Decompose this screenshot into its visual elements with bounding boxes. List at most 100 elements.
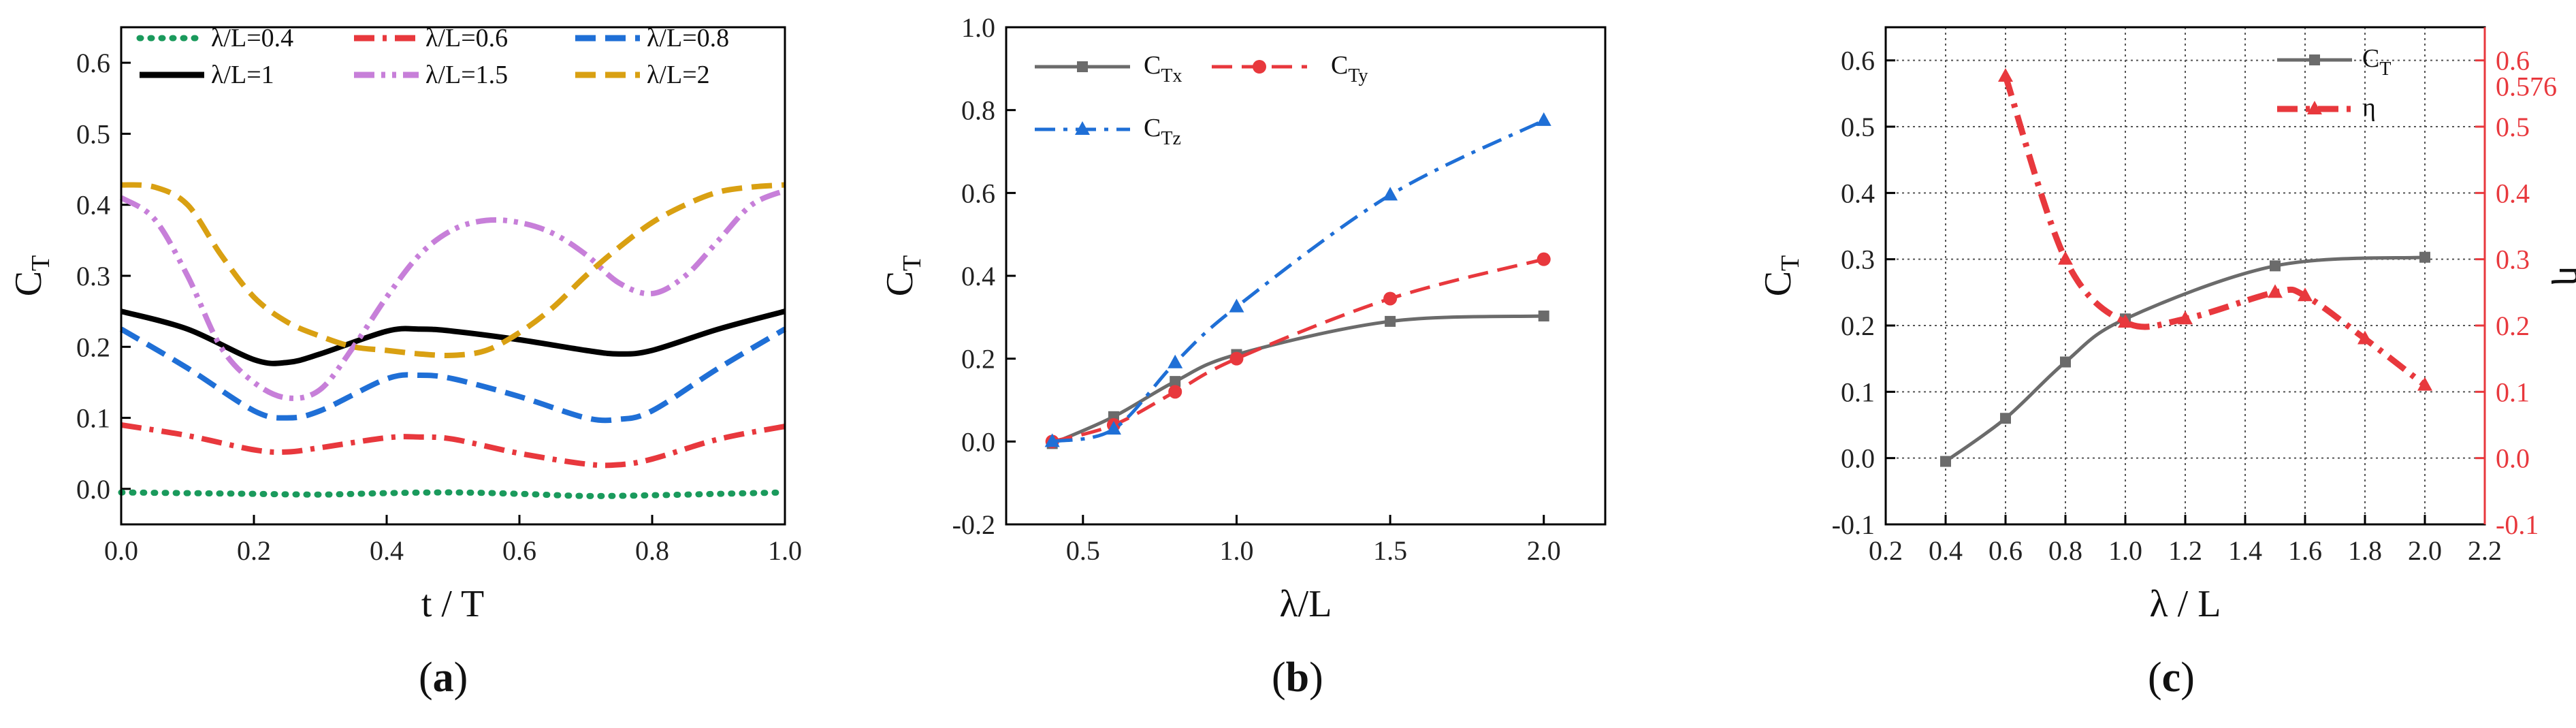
panel-b-series-2-point-0 [1044,433,1060,447]
panel-c-series-1-point-0 [1998,68,2013,82]
panel-b-ticks: 0.5 1.0 1.5 2.0 -0.2 0.0 0.2 0.4 0.6 0.8 1.0 [952,12,1561,566]
panel-a-xtick-label-1: 0.2 [237,535,271,566]
panel-c-series-1-point-5 [2298,287,2313,302]
panel-c-ytick-label-3: 0.2 [1841,311,1875,341]
panel-b-series-2-point-1 [1106,421,1121,435]
panel-b-y-axis-label: CT [879,255,927,297]
panel-c-series: 0.576 CT η [1940,44,2557,467]
panel-a-xtick-label-5: 1.0 [768,535,802,566]
panel-c-y2tick-label-0: -0.1 [2496,509,2539,540]
panel-c-y-axis-label: CT [1757,255,1805,297]
panel-a-grid-and-ticks: 0.0 0.2 0.4 0.6 0.8 1.0 0.0 0.1 0.2 0.3 0.4 0.5 0.6 [76,48,802,566]
panel-b-caption: (b) [1272,654,1323,701]
panel-c-xtick-label-9: 2.0 [2408,535,2442,566]
panel-c-x-axis-label: λ / L [2150,583,2221,625]
panel-b-legend-marker-1 [1253,60,1266,74]
panel-b-plot-frame [1005,26,1607,526]
panel-c-y2tick-label-6: 0.5 [2496,112,2530,142]
panel-c-plot-frame [1884,26,2486,526]
panel-a-xtick-label-2: 0.4 [370,535,404,566]
panel-b-legend-label-2: CTz [1144,114,1181,149]
panel-a-series-line-4 [119,188,786,401]
panel-c-series-0-point-1 [2000,413,2011,424]
panel-a-ytick-label-6: 0.6 [76,48,110,78]
panel-c-y2tick-label-4: 0.3 [2496,244,2530,275]
panel-a-series-line-3 [120,308,786,366]
panel-b-legend-marker-2 [1075,121,1090,135]
panel-a-caption: (a) [419,654,468,701]
panel-a-ytick-label-4: 0.4 [76,190,110,221]
panel-b-series-0-point-4 [1385,315,1396,327]
panel-a-legend-label-4: λ/L=1.5 [425,61,508,89]
panel-c-legend-label-0: CT [2362,44,2391,80]
panel-c-ytick-label-0: -0.1 [1832,509,1875,540]
panel-c-series-0-point-2 [2060,356,2071,368]
panel-a-ytick-label-3: 0.3 [76,261,110,291]
panel-b-series-line-2 [1052,118,1545,443]
panel-c-series-1-point-1 [2058,251,2073,265]
panel-c-eta-peak-annotation: 0.576 [2496,72,2557,102]
panel-b-ytick-label-2: 0.2 [961,344,995,375]
panel-b-series-line-0 [1051,314,1544,445]
panel-c-caption: (c) [2148,654,2195,701]
panel-b-series-2-point-2 [1168,354,1183,368]
panel-c-series-0-point-4 [2270,260,2281,272]
panel-b-series-1-point-3 [1229,351,1244,366]
panel-c-y2tick-label-2: 0.1 [2496,377,2530,407]
panel-c-xtick-label-10: 2.2 [2468,535,2502,566]
panel-b-ytick-label-1: 0.0 [961,426,995,457]
panel-c-xtick-label-7: 1.6 [2288,535,2322,566]
panel-a-xtick-label-4: 0.8 [635,535,669,566]
panel-c-legend-marker-0 [2309,54,2320,65]
panel-b-series: CTx CTy CTz [1035,51,1551,449]
panel-a-series: λ/L=0.4 λ/L=0.6 λ/L=0.8 λ/L=1 λ/L=1.5 λ/L=2 [118,24,788,499]
panel-c-series-1-point-7 [2417,377,2432,391]
panel-c-xtick-label-0: 0.2 [1869,535,1903,566]
panel-b-legend-label-1: CTy [1331,51,1368,86]
panel-c-series-1-point-6 [2357,330,2372,345]
panel-c-series-line-1 [2002,75,2427,388]
panel-a-x-axis-label: t / T [421,583,484,625]
panel-c-xtick-label-1: 0.4 [1929,535,1963,566]
panel-a-y-axis-label: CT [7,255,55,297]
panel-c-xtick-label-5: 1.2 [2168,535,2202,566]
panel-b-series-line-1 [1052,257,1545,443]
panel-c-xtick-label-3: 0.8 [2048,535,2082,566]
panel-c-ytick-label-1: 0.0 [1841,443,1875,474]
panel-c-legend-marker-1 [2307,101,2322,114]
panel-c-y2-axis-label: η [2551,266,2576,285]
panel-c-series-1-point-2 [2118,314,2133,328]
panel-b-series-1-point-2 [1168,385,1182,399]
panel-b-xtick-label-0: 0.5 [1066,535,1100,566]
panel-b-xtick-label-3: 2.0 [1527,535,1561,566]
panel-a-legend-label-2: λ/L=0.8 [647,24,729,52]
panel-b-x-axis-label: λ/L [1280,583,1332,625]
panel-a-legend-label-3: λ/L=1 [211,61,274,89]
panel-c-series-1-point-4 [2268,284,2283,298]
panel-b-series-1-point-4 [1383,291,1398,306]
panel-a-xtick-label-0: 0.0 [104,535,138,566]
panel-c-xtick-label-2: 0.6 [1989,535,2023,566]
panel-b-ytick-label-6: 1.0 [961,12,995,43]
panel-b-legend-marker-0 [1077,61,1088,72]
panel-c-series-1-point-3 [2178,311,2193,325]
panel-c-y2tick-label-7: 0.6 [2496,46,2530,76]
panel-b-series-0-point-2 [1170,376,1181,387]
panel-c-xtick-label-8: 1.8 [2348,535,2382,566]
panel-a-ytick-label-2: 0.2 [76,332,110,362]
panel-b-ytick-label-3: 0.4 [961,261,995,291]
panel-a-series-line-1 [120,422,786,469]
panel-b-ytick-label-0: -0.2 [952,509,995,540]
chart-panel-c: 0.2 0.4 0.6 0.8 1.0 1.2 1.4 1.6 1.8 2.0 2.2-0.1 -0.… [1757,26,2576,701]
panel-a-series-line-0 [118,489,788,499]
panel-b-ytick-label-5: 0.8 [961,95,995,126]
panel-b-series-2-point-5 [1536,112,1551,126]
panel-a-legend-label-1: λ/L=0.6 [425,24,508,52]
panel-a-ytick-label-5: 0.5 [76,118,110,149]
panel-b-series-1-point-5 [1536,252,1551,266]
panel-b-xtick-label-2: 1.5 [1373,535,1407,566]
panel-a-legend-label-0: λ/L=0.4 [211,24,293,52]
panel-c-y2tick-label-1: 0.0 [2496,443,2530,474]
panel-c-legend-label-1: η [2362,93,2376,122]
